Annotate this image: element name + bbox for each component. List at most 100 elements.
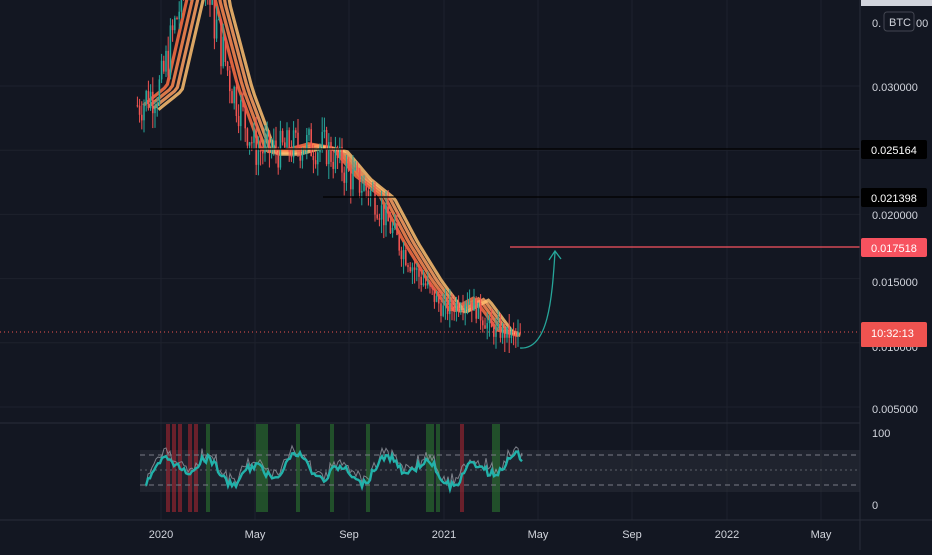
candle-body: [389, 221, 392, 233]
candle-body: [235, 86, 238, 116]
candle-body: [229, 70, 231, 92]
candle-body: [435, 295, 438, 302]
candle-body: [446, 301, 449, 315]
candle-body: [169, 25, 172, 76]
candle-body: [506, 326, 508, 338]
candle-body: [512, 331, 515, 333]
candle-body: [477, 302, 480, 319]
candle-body: [332, 161, 334, 169]
candle-body: [354, 167, 356, 170]
candle-body: [308, 129, 310, 135]
candle-body: [427, 282, 429, 286]
candle-body: [154, 108, 156, 114]
signal-band: [496, 424, 500, 512]
candle-body: [211, 0, 213, 5]
candle-body: [422, 283, 425, 285]
candle-body: [160, 60, 163, 80]
candle-body: [519, 332, 521, 334]
candle-body: [341, 146, 343, 173]
time-axis-label: Sep: [622, 529, 642, 541]
candle-body: [290, 151, 293, 158]
candle-body: [325, 130, 328, 165]
candles: [136, 0, 521, 353]
candle-body: [281, 130, 284, 143]
candle-body: [409, 267, 411, 272]
candle-body: [398, 235, 400, 251]
signal-band: [172, 424, 176, 512]
candle-body: [259, 150, 262, 152]
candle-body: [141, 114, 143, 121]
signal-band: [430, 424, 434, 512]
candle-body: [244, 107, 246, 129]
countdown-label: 10:32:13: [871, 328, 914, 340]
candle-body: [147, 91, 150, 109]
candle-body: [387, 204, 389, 222]
candle-body: [299, 148, 301, 161]
signal-band: [436, 424, 440, 512]
candle-body: [515, 332, 517, 336]
candle-body: [464, 304, 466, 311]
candle-body: [145, 91, 147, 104]
price-tick-label: 0.005000: [872, 404, 918, 416]
candle-body: [413, 267, 416, 270]
candle-body: [453, 308, 455, 312]
candle-body: [475, 299, 477, 319]
candle-body: [394, 223, 396, 228]
candle-body: [176, 17, 178, 20]
candle-body: [451, 299, 453, 309]
candle-body: [347, 163, 350, 171]
candle-body: [297, 132, 299, 149]
signal-band: [166, 424, 170, 512]
candle-body: [270, 148, 273, 153]
signal-band: [296, 424, 300, 512]
oscillator-lines: [144, 444, 523, 494]
signal-band: [188, 424, 192, 512]
level-tag-0021398: [861, 188, 927, 207]
candle-body: [171, 25, 174, 31]
candle-body: [264, 139, 266, 154]
candle-body: [400, 250, 403, 260]
candle-body: [383, 205, 385, 226]
candle-body: [268, 131, 271, 153]
candle-body: [431, 286, 433, 289]
candle-body: [262, 151, 264, 154]
level-tag-label: 0.021398: [871, 193, 917, 205]
time-axis-label: Sep: [339, 529, 359, 541]
candle-body: [152, 91, 154, 114]
currency-badge-label: BTC: [889, 17, 911, 29]
candle-body: [486, 323, 488, 329]
price-scale: 0.030000 0.020000 0.015000 0.010000 0.00…: [872, 82, 918, 416]
current-price-tag-lower: [861, 341, 927, 347]
price-tick-label: 00: [916, 18, 928, 30]
projection-arrowhead: [548, 249, 562, 261]
candle-body: [334, 147, 337, 169]
candle-body: [517, 332, 519, 336]
candle-body: [138, 105, 141, 115]
candle-body: [163, 60, 165, 72]
candle-body: [328, 142, 330, 165]
time-axis-label: May: [811, 529, 832, 541]
candle-body: [242, 100, 244, 108]
candle-body: [220, 19, 222, 67]
current-price-tag: [861, 322, 927, 345]
candle-body: [367, 190, 370, 198]
candle-body: [385, 204, 387, 226]
candle-body: [466, 303, 469, 305]
candle-body: [442, 305, 444, 316]
candle-body: [158, 79, 161, 104]
candle-body: [273, 140, 275, 148]
candle-body: [449, 299, 451, 315]
candle-body: [240, 100, 242, 127]
candle-body: [178, 11, 180, 20]
candle-body: [345, 163, 348, 183]
candle-body: [457, 302, 460, 312]
candle-body: [416, 268, 418, 270]
candle-body: [365, 183, 367, 191]
signal-band: [492, 424, 496, 512]
candle-body: [396, 223, 398, 235]
candle-body: [180, 0, 183, 12]
candle-body: [482, 320, 484, 326]
candle-body: [493, 327, 495, 337]
currency-badge[interactable]: [883, 11, 915, 32]
time-axis-label: 2020: [149, 529, 173, 541]
